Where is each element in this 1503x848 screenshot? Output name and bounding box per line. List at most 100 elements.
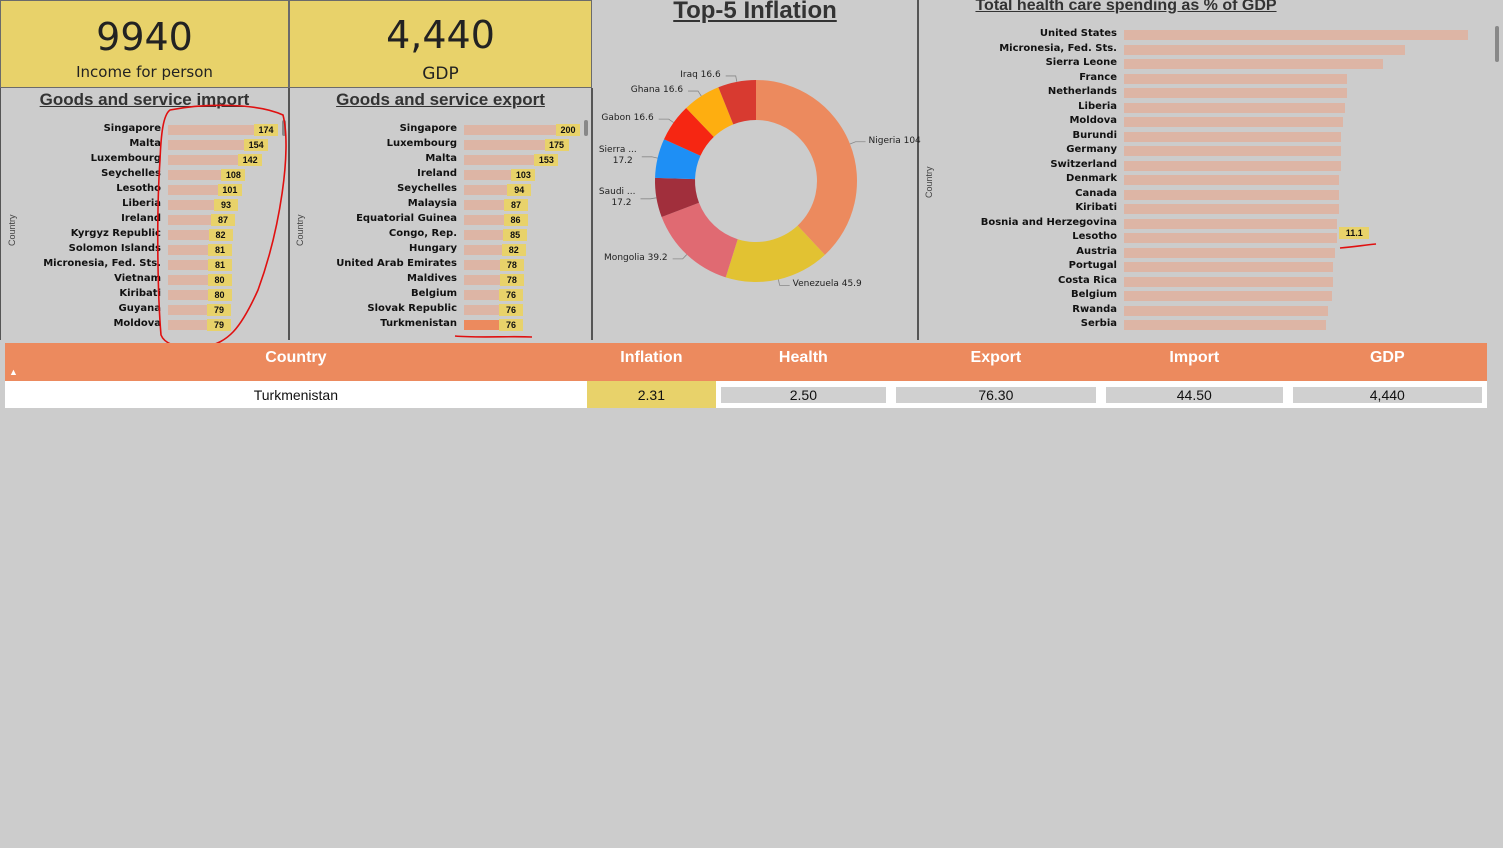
header-inflation[interactable]: Inflation [586,343,717,381]
import-category-ireland: Ireland [121,213,161,224]
export-bar[interactable] [464,200,505,210]
cell-gdp-value: 4,440 [1292,386,1482,403]
export-category-seychelles: Seychelles [397,183,457,194]
health-tooltip-label: 11.1 [1339,227,1370,239]
export-bar[interactable] [464,185,508,195]
donut-label: Nigeria 104 [868,135,921,146]
export-data-label: 94 [507,184,532,196]
import-bar[interactable] [168,185,218,195]
export-scrollbar[interactable] [584,120,588,136]
export-bar[interactable] [464,260,500,270]
health-bar[interactable] [1124,30,1468,40]
import-bar[interactable] [168,125,254,135]
health-chart-panel: Total health care spending as % of GDP C… [919,0,1503,340]
health-bar[interactable] [1124,146,1342,156]
health-bar[interactable] [1124,320,1326,330]
export-bar[interactable] [464,125,556,135]
import-data-label: 81 [208,244,233,256]
export-bar[interactable] [464,245,502,255]
cell-import: 44.50 [1101,381,1288,408]
gdp-label: GDP [422,64,459,84]
health-category-rwanda: Rwanda [1072,303,1117,315]
donut-label: Venezuela 45.9 [792,279,862,290]
health-bar[interactable] [1124,305,1328,316]
export-bar[interactable] [464,290,499,300]
donut-slice[interactable] [756,80,857,255]
donut-slice[interactable] [686,87,734,137]
health-bar[interactable] [1124,276,1334,287]
health-bar[interactable] [1124,59,1384,69]
import-category-singapore: Singapore [103,123,161,134]
health-bar[interactable] [1124,291,1332,301]
import-bar[interactable] [168,155,239,165]
health-bar[interactable] [1124,247,1336,258]
export-bar[interactable] [464,215,504,225]
kpi-card-income: 9940 Income for person [0,0,289,88]
header-country[interactable]: Country ▲ [5,343,587,381]
header-gdp[interactable]: GDP [1287,343,1487,381]
health-category-serbia: Serbia [1080,318,1117,329]
health-bar[interactable] [1124,117,1344,127]
health-bar[interactable] [1124,189,1340,200]
health-bar[interactable] [1124,44,1405,55]
donut-slice[interactable] [718,80,756,125]
export-bar[interactable] [464,140,545,150]
export-bar[interactable] [464,305,499,315]
donut-leader-line [725,75,738,82]
donut-slice[interactable] [655,139,701,180]
export-category-singapore: Singapore [399,123,457,134]
health-bar[interactable] [1124,204,1340,214]
import-bar[interactable] [168,260,209,270]
health-category-netherlands: Netherlands [1047,86,1117,97]
health-bar[interactable] [1124,88,1347,98]
import-bar[interactable] [168,215,211,225]
cell-country: Turkmenistan [253,386,339,403]
import-data-label: 81 [208,259,233,271]
import-data-label: 108 [221,169,246,181]
import-data-label: 101 [217,184,242,196]
sort-asc-icon[interactable]: ▲ [9,367,18,377]
health-bar[interactable] [1124,160,1342,171]
import-bar[interactable] [168,170,222,180]
import-bar[interactable] [168,320,208,330]
export-data-label: 78 [499,259,524,271]
export-data-label: 200 [556,124,580,136]
export-bar[interactable] [464,320,499,330]
donut-slice[interactable] [661,202,738,278]
import-bar[interactable] [168,200,214,210]
donut-slice[interactable] [664,108,714,156]
cell-inflation: 2.31 [586,381,717,408]
import-scrollbar[interactable] [282,120,286,136]
health-bar[interactable] [1124,131,1342,142]
health-scrollbar[interactable] [1495,26,1499,62]
import-bar[interactable] [168,290,208,300]
income-value: 9940 [96,15,193,59]
health-bar[interactable] [1124,233,1338,243]
health-bar[interactable] [1124,175,1340,185]
import-category-lesotho: Lesotho [116,183,161,194]
export-bar[interactable] [464,230,504,240]
donut-label: Iraq 16.6 [680,69,721,80]
import-bar[interactable] [168,245,209,255]
health-bar[interactable] [1124,262,1334,272]
import-bar[interactable] [168,305,208,315]
import-bar[interactable] [168,230,209,240]
export-bar[interactable] [464,155,535,165]
header-health[interactable]: Health [716,343,891,381]
header-export[interactable]: Export [890,343,1102,381]
header-import[interactable]: Import [1101,343,1288,381]
import-bar[interactable] [168,140,245,150]
export-bar[interactable] [464,275,500,285]
health-bar[interactable] [1124,73,1347,84]
table-row[interactable]: Turkmenistan 2.31 2.50 76.30 44.50 4,440 [5,381,1487,408]
import-data-label: 93 [213,199,238,211]
health-bar[interactable] [1124,218,1338,229]
import-chart-panel: Goods and service import Country Singapo… [0,88,290,340]
import-bar[interactable] [168,275,208,285]
export-bar[interactable] [464,170,512,180]
donut-slice[interactable] [655,177,700,218]
export-chart-panel: Goods and service export Country Singapo… [290,88,593,340]
import-category-seychelles: Seychelles [101,168,161,179]
health-bar[interactable] [1124,102,1345,113]
donut-slice[interactable] [725,225,825,282]
